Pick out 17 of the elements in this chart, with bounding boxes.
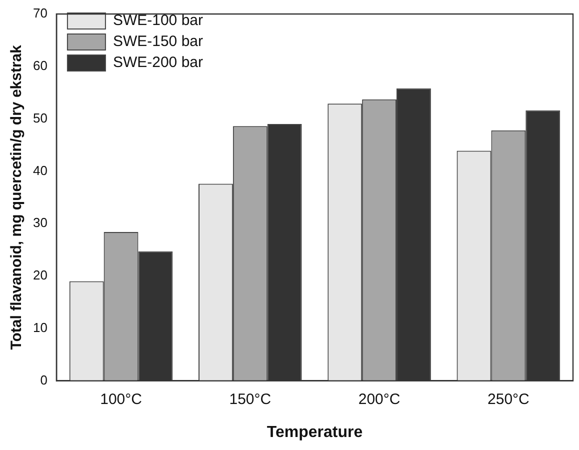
x-axis-title: Temperature [266, 424, 363, 441]
x-tick-label: 100°C [100, 390, 142, 408]
x-tick-label: 200°C [358, 390, 400, 408]
y-tick-label: 10 [32, 320, 48, 335]
legend-label: SWE-100 bar [112, 12, 204, 30]
y-tick-label: 60 [32, 58, 48, 73]
y-axis-title: Total flavanoid, mg quercetin/g dry ekstrak [8, 44, 26, 350]
legend-label: SWE-200 bar [112, 54, 204, 72]
y-tick-label: 40 [32, 162, 48, 178]
legend-label: SWE-150 bar [112, 33, 204, 50]
y-tick-label: 0 [40, 372, 48, 388]
y-tick-label: 70 [32, 6, 48, 21]
x-tick-label: 250°C [488, 390, 530, 408]
y-tick-label: 50 [32, 110, 48, 126]
y-tick-label: 20 [32, 268, 48, 283]
y-tick-label: 30 [32, 215, 48, 230]
x-tick-label: 150°C [229, 390, 272, 408]
